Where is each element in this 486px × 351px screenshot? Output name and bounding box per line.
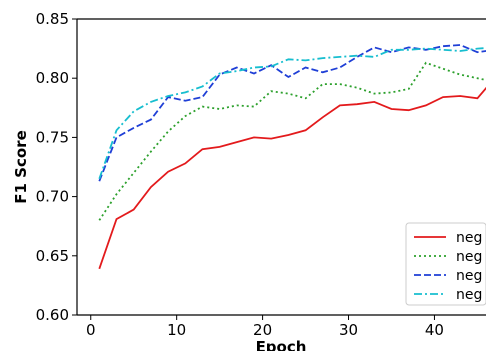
y-tick-label: 0.80 (36, 69, 69, 87)
y-tick-label: 0.85 (36, 10, 69, 28)
x-tick-label: 10 (167, 321, 186, 339)
legend-box (405, 222, 486, 306)
y-tick-label: 0.60 (36, 306, 69, 324)
legend-label-3: neg (456, 268, 482, 284)
series-line-2 (98, 61, 486, 221)
legend: neg neg neg neg (405, 222, 486, 306)
x-tick-label: 0 (86, 321, 96, 339)
ticks-layer: 0 10 20 30 40 0.60 0.65 0.70 0.75 0.80 0.85 (36, 10, 444, 339)
legend-label-4: neg (456, 287, 482, 303)
axes-layer (76, 18, 486, 316)
series-line-3 (98, 44, 486, 182)
series-line-1 (98, 86, 486, 270)
y-tick-label: 0.75 (36, 128, 69, 146)
y-tick-label: 0.65 (36, 247, 69, 265)
legend-label-1: neg (456, 230, 482, 246)
series-layer (98, 44, 486, 270)
x-axis-title: Epoch (256, 338, 307, 351)
x-tick-label: 30 (339, 321, 358, 339)
x-tick-label: 40 (425, 321, 444, 339)
y-tick-label: 0.70 (36, 188, 69, 206)
y-axis-title: F1 Score (12, 130, 30, 203)
legend-label-2: neg (456, 249, 482, 265)
x-tick-label: 20 (253, 321, 272, 339)
series-line-4 (98, 47, 486, 180)
